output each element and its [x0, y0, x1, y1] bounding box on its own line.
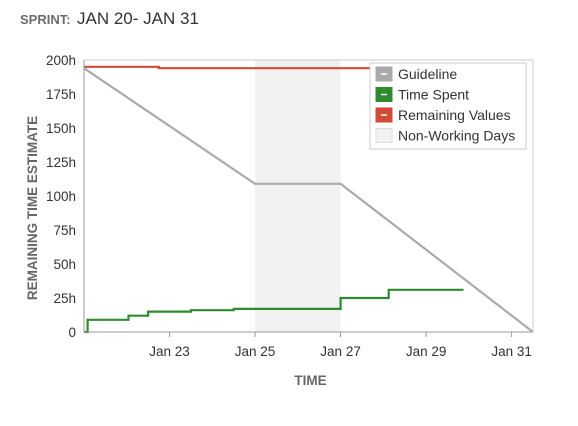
sprint-header: SPRINT: JAN 20- JAN 31: [20, 9, 199, 29]
series-line-time-spent: [84, 288, 464, 334]
x-tick-label: Jan 23: [149, 344, 190, 359]
y-tick-label: 0: [68, 325, 76, 340]
sprint-label: SPRINT:: [20, 12, 71, 27]
y-tick-label: 25h: [53, 291, 76, 306]
y-tick-label: 75h: [53, 223, 76, 238]
y-tick-label: 125h: [46, 155, 76, 170]
y-axis-title: REMAINING TIME ESTIMATE: [25, 116, 40, 300]
y-tick-label: 100h: [46, 189, 76, 204]
y-tick-label: 175h: [46, 87, 76, 102]
x-tick-label: Jan 29: [406, 344, 447, 359]
x-tick-label: Jan 25: [235, 344, 276, 359]
y-tick-label: 50h: [53, 257, 76, 272]
x-tick-label: Jan 31: [491, 344, 532, 359]
non-working-band: [255, 60, 341, 332]
legend-label-time-spent: Time Spent: [398, 87, 469, 103]
sprint-dates: JAN 20- JAN 31: [77, 9, 199, 28]
legend-box: [369, 62, 527, 150]
legend-swatch-non-working-days: [375, 128, 393, 143]
series-line-remaining-values: [84, 65, 373, 70]
x-axis-title: TIME: [294, 373, 326, 388]
legend-label-non-working-days: Non-Working Days: [398, 128, 515, 144]
legend-label-guideline: Guideline: [398, 66, 457, 82]
y-tick-label: 150h: [46, 121, 76, 136]
x-tick-label: Jan 27: [320, 344, 361, 359]
series-line-guideline: [83, 67, 534, 333]
legend-label-remaining-values: Remaining Values: [398, 107, 511, 123]
y-tick-label: 200h: [46, 53, 76, 68]
